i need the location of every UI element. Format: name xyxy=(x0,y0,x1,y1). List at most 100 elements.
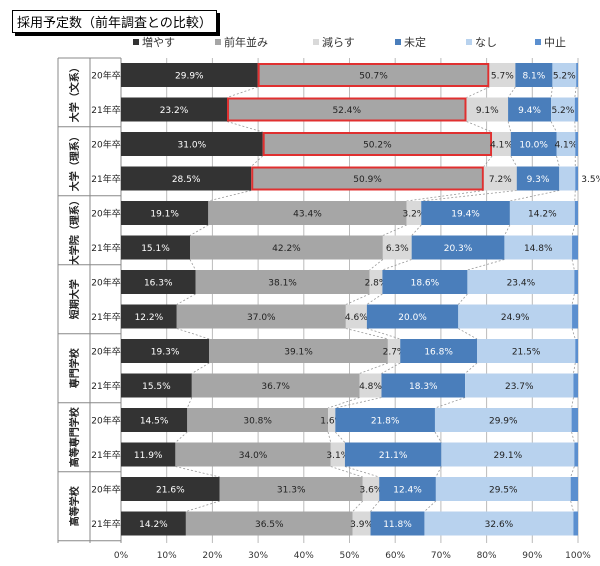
connector-line xyxy=(185,500,220,512)
bar-segment-減らす xyxy=(483,166,517,191)
data-label: 19.3% xyxy=(151,348,180,358)
data-label: 28.5% xyxy=(172,175,201,185)
highlight-box xyxy=(251,166,484,191)
bar-segment-なし xyxy=(551,97,575,122)
connector-line xyxy=(345,293,370,305)
bar-segment-未定 xyxy=(366,304,459,329)
data-label: 43.4% xyxy=(293,210,322,220)
bar-segment-未定 xyxy=(421,201,510,225)
connector-line xyxy=(406,190,484,202)
bar-segment-なし xyxy=(467,270,575,294)
legend-label: なし xyxy=(475,36,497,49)
data-label: 21.5% xyxy=(512,348,541,358)
connector-line xyxy=(550,121,557,133)
data-label: 5.2% xyxy=(553,72,576,82)
bar-segment-未定 xyxy=(411,235,505,260)
row-label: 21年卒 xyxy=(91,173,120,185)
bar-segment-減らす xyxy=(345,304,367,329)
x-tick-label: 90% xyxy=(522,551,542,561)
bar-segment-減らす xyxy=(466,97,509,122)
group-label: 大学院（理系） xyxy=(68,195,81,265)
bar-segment-増やす xyxy=(121,339,210,363)
bar-segment-減らす xyxy=(382,235,412,260)
bar-segment-中止 xyxy=(573,373,578,398)
data-label: 31.0% xyxy=(178,141,207,151)
bar-segment-なし xyxy=(556,132,576,156)
connector-line xyxy=(176,328,210,340)
x-tick-label: 50% xyxy=(339,551,359,561)
connector-line xyxy=(571,224,576,236)
connector-line xyxy=(369,259,384,271)
connector-line xyxy=(335,431,346,443)
connector-line xyxy=(381,362,401,374)
x-tick-label: 100% xyxy=(565,551,591,561)
row-label: 20年卒 xyxy=(91,208,120,220)
connector-line xyxy=(571,397,574,409)
data-label: 23.7% xyxy=(505,382,534,392)
connector-line xyxy=(189,259,196,271)
connector-line xyxy=(574,86,577,98)
data-label: 4.6% xyxy=(345,313,368,323)
connector-line xyxy=(421,190,517,202)
connector-line xyxy=(344,466,380,478)
data-label: 21.1% xyxy=(379,451,408,461)
data-label: 30.8% xyxy=(243,417,272,427)
legend-label: 中止 xyxy=(544,36,566,49)
bar-segment-増やす xyxy=(121,132,263,156)
data-label: 2.7% xyxy=(383,348,406,358)
bar-segment-未定 xyxy=(335,408,435,432)
data-label: 42.2% xyxy=(272,244,301,254)
bar-segment-なし xyxy=(441,442,575,467)
bar-segment-中止 xyxy=(574,442,578,467)
bar-segment-なし xyxy=(458,304,573,329)
data-label: 9.1% xyxy=(476,106,499,116)
data-label: 23.4% xyxy=(507,279,536,289)
bar-segment-未定 xyxy=(508,97,552,122)
row-label: 20年卒 xyxy=(91,346,120,358)
x-tick-label: 70% xyxy=(431,551,451,561)
legend-swatch xyxy=(466,39,472,45)
bar-segment-減らす xyxy=(489,63,516,87)
legend-swatch xyxy=(313,39,319,45)
connector-line xyxy=(458,328,478,340)
connector-line xyxy=(250,155,263,167)
connector-line xyxy=(466,86,490,98)
bar-segment-なし xyxy=(509,201,575,225)
bar-segment-なし xyxy=(435,477,571,501)
connector-line xyxy=(189,224,209,236)
bar-segment-中止 xyxy=(571,408,578,432)
data-label: 12.2% xyxy=(135,313,164,323)
bar-segment-前年並み xyxy=(227,97,467,122)
legend-label: 未定 xyxy=(404,35,426,49)
x-tick-label: 30% xyxy=(248,551,268,561)
bar-segment-増やす xyxy=(121,477,220,501)
row-label: 20年卒 xyxy=(91,70,120,82)
connector-line xyxy=(571,293,575,305)
bar-segment-増やす xyxy=(121,235,191,260)
data-label: 29.1% xyxy=(494,451,523,461)
row-label: 20年卒 xyxy=(91,484,120,496)
bar-segment-中止 xyxy=(572,304,578,329)
bar-segment-減らす xyxy=(492,132,511,156)
bar-segment-なし xyxy=(559,166,576,191)
data-label: 14.2% xyxy=(139,520,168,530)
bar-segment-中止 xyxy=(573,511,578,536)
connector-line xyxy=(226,86,258,98)
highlight-box xyxy=(227,97,467,122)
connector-line xyxy=(434,431,442,443)
bar-segment-未定 xyxy=(370,511,425,536)
x-tick-label: 10% xyxy=(157,551,177,561)
bar-segment-なし xyxy=(552,63,577,87)
group-label: 高等学校 xyxy=(68,485,81,526)
data-label: 16.3% xyxy=(144,279,173,289)
x-tick-label: 0% xyxy=(114,551,129,561)
bar-segment-前年並み xyxy=(251,166,484,191)
data-label: 19.1% xyxy=(150,210,179,220)
bar-segment-増やす xyxy=(121,270,196,294)
data-label: 8.1% xyxy=(522,72,545,82)
connector-line xyxy=(191,362,210,374)
connector-line xyxy=(382,259,412,271)
data-label: 52.4% xyxy=(332,106,361,116)
